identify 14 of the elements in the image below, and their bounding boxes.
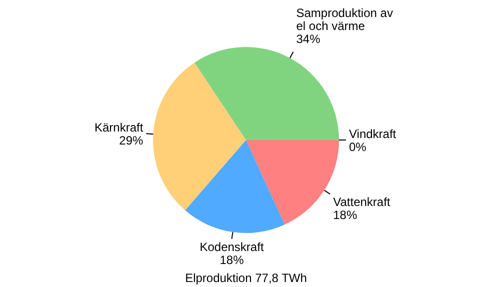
slice-label: Vattenkraft	[333, 195, 391, 210]
legend-label: Vindkraft	[349, 127, 397, 141]
text: 0%	[349, 140, 366, 154]
text: Elproduktion 77,8 TWh	[185, 271, 307, 285]
slice-label: Kärnkraft	[94, 120, 144, 135]
data-label: 34%	[296, 32, 321, 46]
slice-label: Samproduktion av el och värme	[296, 6, 393, 33]
pie-slice	[194, 47, 339, 140]
data-label: 18%	[333, 208, 358, 222]
pie-slice	[153, 62, 246, 210]
slice-label: Kodenskraft	[200, 240, 264, 254]
data-label: 18%	[220, 252, 244, 267]
data-label: 29%	[119, 134, 144, 148]
pie-slice	[185, 140, 285, 233]
